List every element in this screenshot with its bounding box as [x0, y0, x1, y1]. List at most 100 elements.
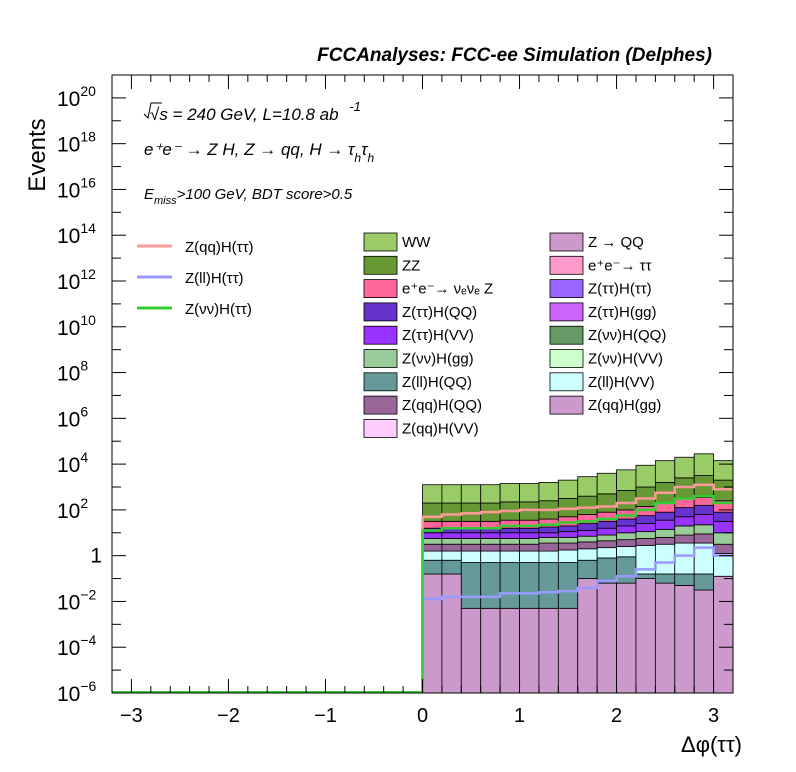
chart-title: FCCAnalyses: FCC-ee Simulation (Delphes) [317, 45, 712, 66]
stack-bar [422, 538, 443, 545]
stack-bar [693, 533, 714, 544]
stack-bar [441, 543, 462, 552]
stack-bar [713, 532, 734, 545]
stack-bar [616, 518, 637, 527]
stack-bar [616, 469, 637, 491]
axis-ticks [111, 74, 734, 694]
stack-bar [499, 527, 520, 534]
tau-sub-1: h [354, 151, 361, 165]
legend-swatch [549, 395, 584, 415]
stack-bar [693, 453, 714, 476]
energy-text: √s = 240 GeV, L=10.8 ab [150, 105, 339, 124]
signal-line [421, 483, 733, 693]
stack-bar [480, 543, 501, 552]
stack-bar [674, 516, 695, 527]
stack-bar [596, 520, 617, 529]
stack-bar [577, 495, 598, 515]
legend-label: Z(ττ)H(QQ) [402, 304, 477, 321]
stack-bar [616, 490, 637, 511]
stack-bar [596, 472, 617, 495]
stack-bar [460, 607, 482, 694]
stack-bar [441, 502, 462, 522]
stack-bar [519, 483, 540, 503]
legend-swatch [363, 302, 398, 322]
stack-bar [519, 562, 540, 609]
legend-line-label: Z(qq)H(ττ) [185, 239, 254, 256]
stack-bar [538, 536, 559, 544]
legend-label: ZZ [402, 257, 420, 274]
stack-bar [654, 460, 676, 483]
stack-bar [596, 547, 617, 559]
stack-bar [654, 573, 676, 584]
stack-bar [422, 573, 443, 694]
stack-bar [499, 483, 520, 503]
y-tick-label: 1010 [57, 312, 96, 340]
stack-bar [577, 548, 598, 561]
stack-bar [480, 484, 501, 504]
legend-label: Z(ll)H(VV) [588, 374, 655, 391]
stack-bar [499, 543, 520, 552]
stack-bar [577, 530, 598, 537]
stack-bar [635, 578, 656, 694]
legend-swatch [363, 418, 398, 438]
stack-bar [654, 511, 676, 521]
stack-bar [674, 573, 695, 586]
stack-bar [422, 559, 443, 575]
process-tau-2: τ [361, 140, 369, 159]
stack-bar [538, 526, 559, 534]
stack-bar [460, 538, 482, 545]
stack-bar [519, 538, 540, 545]
legend-label: Z(ττ)H(ττ) [588, 281, 652, 298]
x-tick-label: −2 [217, 705, 240, 727]
legend-label: Z → QQ [588, 234, 644, 251]
stack-bar [635, 573, 656, 579]
x-axis-title: Δφ(ττ) [681, 732, 742, 757]
stack-bar [519, 532, 540, 539]
y-tick-label: 104 [57, 449, 88, 477]
stack-bar [713, 511, 734, 522]
stack-bar [460, 484, 482, 504]
stack-bar [654, 519, 676, 530]
stack-bar [422, 484, 443, 504]
stack-bar [713, 520, 734, 534]
stack-bar [480, 532, 501, 539]
legend-label: Z(ττ)H(VV) [402, 327, 474, 344]
stack-histogram [112, 453, 734, 694]
stack-bar [577, 476, 598, 497]
annotation-energy: √s = 240 GeV, L=10.8 ab -1 [143, 99, 361, 124]
annotation-cuts: Emiss>100 GeV, BDT score>0.5 [144, 186, 353, 207]
stack-bar [460, 550, 482, 563]
stack-bar [480, 562, 501, 609]
cuts-sub: miss [154, 195, 177, 207]
stack-bar [480, 550, 501, 563]
stack-bar [674, 585, 695, 694]
stack-bar [441, 538, 462, 545]
legend-swatch [549, 279, 584, 299]
legend-label: Z(νν)H(QQ) [588, 327, 666, 344]
stack-bar [654, 543, 676, 575]
signal-lines [421, 483, 733, 693]
stack-bar [422, 543, 443, 552]
stack-bar [557, 562, 579, 609]
legend-label: WW [402, 234, 431, 251]
legend-line-label: Z(νν)H(ττ) [185, 301, 252, 318]
stack-bar [616, 546, 637, 558]
cuts-E: E [144, 186, 155, 203]
legend-label: Z(qq)H(gg) [588, 397, 661, 414]
stack-bar [635, 515, 656, 525]
stack-bar [538, 550, 559, 563]
stack-bar [674, 525, 695, 536]
y-tick-label: 1018 [57, 129, 96, 157]
stack-bar [596, 534, 617, 542]
stack-bar [654, 582, 676, 694]
stack-bar [499, 562, 520, 609]
stack-bar [538, 482, 559, 502]
stack-bar [519, 607, 540, 694]
lumi-exponent: -1 [349, 99, 361, 114]
stack-bar [538, 562, 559, 609]
y-tick-label: 10−2 [57, 586, 97, 614]
x-tick-label: 3 [708, 705, 719, 727]
legend-swatch [363, 395, 398, 415]
stack-bar [519, 543, 540, 552]
